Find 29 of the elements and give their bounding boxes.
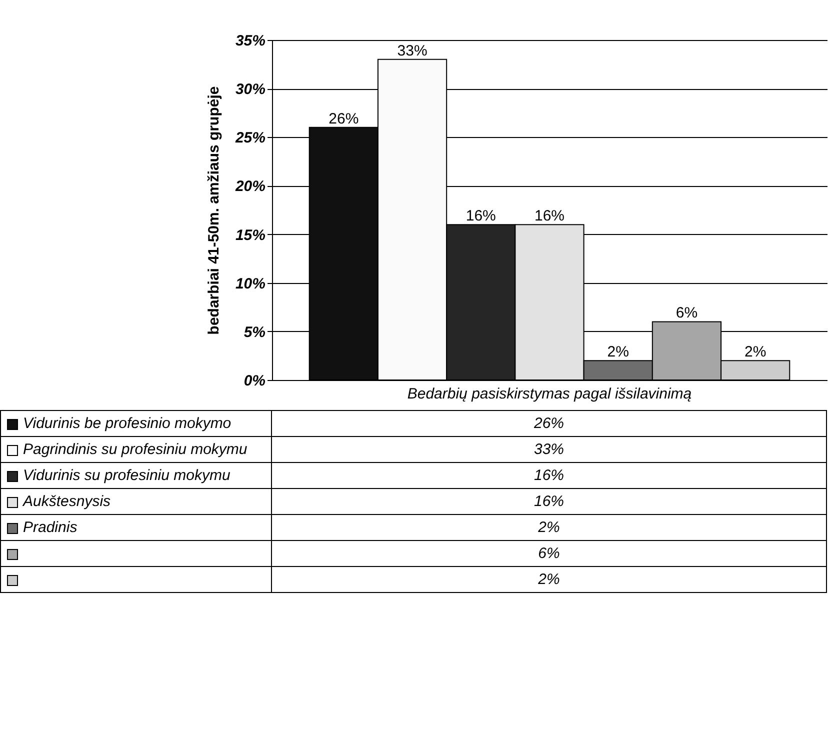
legend-label: Pradinis	[0, 514, 272, 540]
y-tick-label: 5%	[244, 324, 266, 341]
data-label: 16%	[534, 208, 565, 225]
data-label: 16%	[466, 208, 496, 225]
y-tick-label: 15%	[235, 226, 266, 244]
legend-label: Aukštesnysis	[0, 488, 272, 514]
data-label: 2%	[744, 344, 766, 361]
text: 26%	[534, 415, 564, 432]
text: 16%	[534, 467, 564, 484]
data-label: 33%	[397, 42, 428, 60]
y-tick-label: 25%	[234, 130, 266, 147]
y-tick-label: 35%	[235, 32, 266, 50]
text: 2%	[538, 519, 560, 536]
y-tick-label: 0%	[244, 372, 266, 390]
data-label: 2%	[607, 344, 629, 361]
data-label: 26%	[328, 110, 359, 128]
y-tick-label: 10%	[235, 275, 266, 292]
legend-label: Vidurinis be profesinio mokymo	[0, 410, 272, 436]
text: 6%	[538, 545, 560, 562]
text: 16%	[534, 493, 564, 510]
data-label: 6%	[676, 304, 698, 322]
y-tick-label: 20%	[234, 178, 266, 196]
y-axis-title: bedarbiai 41-50m. amžiaus grupėje	[205, 86, 222, 335]
text: 2%	[538, 571, 560, 588]
x-tick-label: Bedarbių pasiskirstymas pagal išsilavinimą	[407, 386, 692, 402]
text: 33%	[534, 441, 564, 458]
legend-label: Vidurinis su profesiniu mokymu	[0, 462, 272, 488]
y-tick-label: 30%	[235, 81, 266, 98]
legend-label: Pagrindinis su profesiniu mokymu	[0, 436, 272, 462]
